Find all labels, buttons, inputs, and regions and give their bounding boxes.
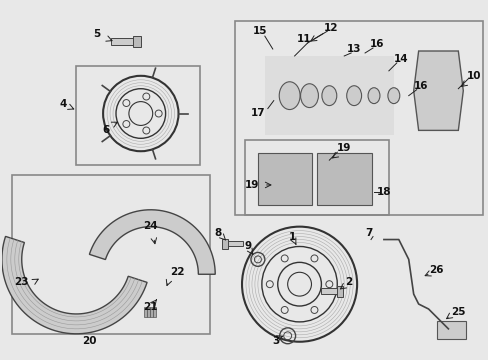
Text: 14: 14 [393, 54, 407, 64]
Bar [436, 321, 466, 339]
Bar [76, 66, 200, 165]
Text: 8: 8 [214, 228, 222, 238]
Text: 25: 25 [450, 307, 465, 317]
Ellipse shape [321, 86, 336, 105]
Bar [111, 38, 136, 45]
Ellipse shape [300, 84, 318, 108]
Text: 20: 20 [82, 336, 96, 346]
Bar [12, 175, 210, 334]
Text: 15: 15 [252, 26, 266, 36]
Text: 16: 16 [412, 81, 427, 91]
Bar [337, 286, 343, 297]
Polygon shape [89, 210, 215, 274]
Text: 17: 17 [250, 108, 264, 117]
Text: 10: 10 [466, 71, 481, 81]
Bar [224, 240, 243, 247]
Text: 16: 16 [369, 39, 384, 49]
Bar [133, 36, 141, 47]
Ellipse shape [346, 86, 361, 105]
Text: 2: 2 [345, 277, 352, 287]
Bar [317, 153, 371, 205]
Text: 24: 24 [143, 221, 158, 231]
Text: 5: 5 [93, 29, 101, 39]
Ellipse shape [367, 88, 379, 104]
Text: 22: 22 [170, 267, 184, 277]
Text: 21: 21 [143, 302, 158, 312]
Text: 6: 6 [102, 125, 109, 135]
Ellipse shape [387, 88, 399, 104]
Text: 12: 12 [324, 23, 338, 33]
Text: 7: 7 [365, 228, 372, 238]
Text: 18: 18 [376, 187, 390, 197]
Bar [235, 21, 482, 215]
Text: 26: 26 [428, 265, 443, 275]
Text: 1: 1 [288, 231, 296, 242]
Polygon shape [413, 51, 462, 130]
Bar [244, 140, 388, 215]
Text: 13: 13 [346, 44, 361, 54]
Ellipse shape [279, 82, 300, 109]
Text: 3: 3 [272, 336, 279, 346]
Polygon shape [2, 237, 147, 334]
Bar [321, 288, 339, 294]
Bar [146, 307, 149, 317]
Bar [152, 307, 155, 317]
Bar [257, 153, 312, 205]
Bar [264, 56, 393, 135]
Text: 11: 11 [297, 34, 311, 44]
Bar [222, 239, 228, 249]
Text: 23: 23 [15, 277, 29, 287]
Text: 4: 4 [60, 99, 67, 109]
Bar [149, 307, 152, 317]
Text: 19: 19 [336, 143, 351, 153]
Text: 19: 19 [244, 180, 259, 190]
Text: 9: 9 [244, 242, 251, 252]
Bar [143, 307, 146, 317]
